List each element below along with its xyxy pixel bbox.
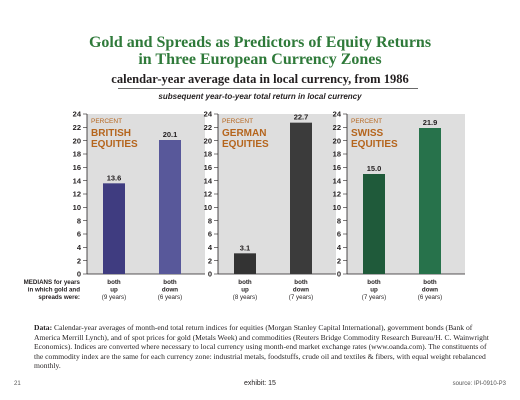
- y-tick-label: 20: [73, 136, 81, 145]
- bar: [103, 183, 125, 274]
- subtitle-rule: [118, 88, 418, 89]
- medians-row-label: in which gold and: [28, 287, 80, 294]
- category-label: (6 years): [418, 294, 442, 301]
- y-tick-label: 8: [208, 216, 212, 225]
- y-tick-label: 20: [333, 136, 341, 145]
- category-label: both: [238, 279, 252, 286]
- y-tick-label: 10: [73, 203, 81, 212]
- category-label: down: [162, 287, 178, 294]
- y-tick-label: 22: [73, 123, 81, 132]
- category-label: (6 years): [158, 294, 182, 301]
- category-label: (8 years): [233, 294, 257, 301]
- bar: [363, 174, 385, 274]
- category-label: (7 years): [289, 294, 313, 301]
- y-tick-label: 4: [337, 243, 342, 252]
- panel-background: [218, 114, 336, 274]
- category-label: (9 years): [102, 294, 126, 301]
- chart-title-line-2: in Three European Currency Zones: [138, 51, 382, 68]
- category-label: both: [367, 279, 381, 286]
- panel-title: EQUITIES: [91, 139, 138, 150]
- y-tick-label: 14: [333, 176, 342, 185]
- y-tick-label: 0: [77, 270, 81, 279]
- chart-subtitle: calendar-year average data in local curr…: [111, 72, 409, 86]
- bar: [290, 122, 312, 275]
- bar-value-label: 21.9: [423, 118, 438, 127]
- bar-value-label: 15.0: [367, 164, 382, 173]
- panel-percent-label: PERCENT: [351, 118, 382, 125]
- y-tick-label: 8: [77, 216, 81, 225]
- category-label: (7 years): [362, 294, 386, 301]
- medians-row-label: spreads were:: [38, 294, 80, 301]
- page-number: 21: [14, 381, 21, 387]
- y-tick-label: 8: [337, 216, 341, 225]
- y-tick-label: 18: [333, 150, 341, 159]
- y-tick-label: 14: [204, 176, 213, 185]
- y-tick-label: 6: [208, 230, 212, 239]
- y-tick-label: 22: [333, 123, 341, 132]
- y-tick-label: 24: [333, 110, 342, 119]
- bar: [234, 253, 256, 274]
- medians-row-label: MEDIANS for years: [24, 279, 81, 286]
- category-label: up: [370, 287, 378, 294]
- panel-title: BRITISH: [91, 128, 131, 139]
- y-tick-label: 4: [208, 243, 213, 252]
- footnote: Data: Calendar-year averages of month-en…: [34, 323, 492, 371]
- category-label: both: [163, 279, 177, 286]
- y-tick-label: 12: [73, 190, 81, 199]
- bar-value-label: 20.1: [163, 130, 178, 139]
- y-tick-label: 2: [208, 256, 212, 265]
- y-tick-label: 6: [77, 230, 81, 239]
- footnote-label: Data:: [34, 323, 53, 332]
- category-label: up: [110, 287, 118, 294]
- panel-title: EQUITIES: [351, 139, 398, 150]
- y-tick-label: 0: [208, 270, 212, 279]
- category-label: down: [422, 287, 438, 294]
- y-tick-label: 12: [333, 190, 341, 199]
- y-tick-label: 16: [73, 163, 81, 172]
- y-tick-label: 10: [204, 203, 212, 212]
- chart-caption: subsequent year-to-year total return in …: [158, 92, 362, 101]
- y-tick-label: 2: [337, 256, 341, 265]
- y-tick-label: 18: [73, 150, 81, 159]
- source-label: source: IPI-0910-P3: [452, 381, 506, 387]
- category-label: both: [294, 279, 308, 286]
- panel-percent-label: PERCENT: [222, 118, 253, 125]
- y-tick-label: 12: [204, 190, 212, 199]
- bar-value-label: 3.1: [240, 243, 250, 252]
- y-tick-label: 16: [333, 163, 341, 172]
- y-tick-label: 22: [204, 123, 212, 132]
- bar-value-label: 22.7: [294, 113, 309, 122]
- panel-title: SWISS: [351, 128, 384, 139]
- panel-title: EQUITIES: [222, 139, 269, 150]
- y-tick-label: 0: [337, 270, 341, 279]
- category-label: both: [423, 279, 437, 286]
- y-tick-label: 4: [77, 243, 82, 252]
- chart-title-line-1: Gold and Spreads as Predictors of Equity…: [88, 34, 432, 51]
- category-label: down: [293, 287, 309, 294]
- bar-value-label: 13.6: [107, 173, 122, 182]
- y-tick-label: 2: [77, 256, 81, 265]
- y-tick-label: 24: [73, 110, 82, 119]
- y-tick-label: 14: [73, 176, 82, 185]
- exhibit-label: exhibit: 15: [244, 380, 276, 387]
- panel-percent-label: PERCENT: [91, 118, 122, 125]
- y-tick-label: 10: [333, 203, 341, 212]
- panel-title: GERMAN: [222, 128, 266, 139]
- bar: [159, 140, 181, 274]
- category-label: both: [107, 279, 121, 286]
- y-tick-label: 16: [204, 163, 212, 172]
- y-tick-label: 18: [204, 150, 212, 159]
- bar: [419, 128, 441, 274]
- y-tick-label: 20: [204, 136, 212, 145]
- y-tick-label: 6: [337, 230, 341, 239]
- category-label: up: [241, 287, 249, 294]
- footnote-text: Calendar-year averages of month-end tota…: [34, 323, 489, 371]
- y-tick-label: 24: [204, 110, 213, 119]
